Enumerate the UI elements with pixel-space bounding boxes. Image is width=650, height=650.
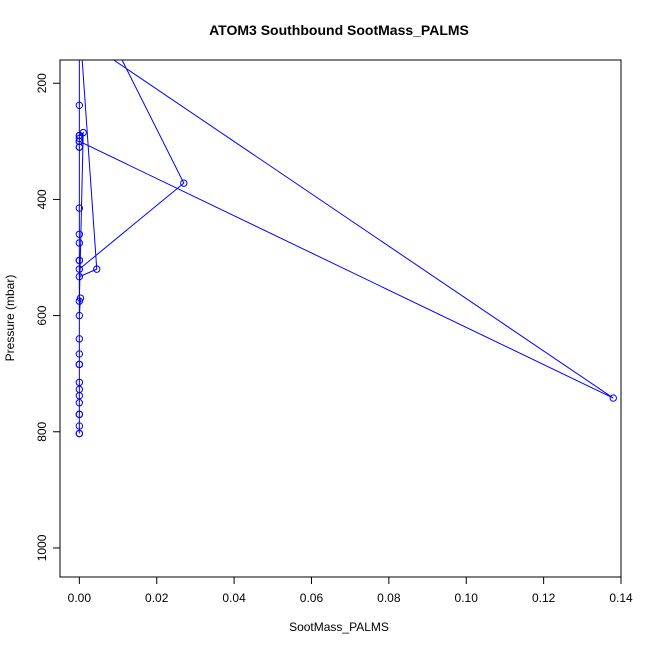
data-point — [75, 378, 84, 387]
series-layer — [75, 60, 617, 438]
x-tick-label: 0.00 — [68, 591, 92, 605]
data-point — [75, 230, 84, 238]
series-line — [78, 60, 614, 434]
data-point — [75, 360, 84, 369]
chart-title: ATOM3 Southbound SootMass_PALMS — [209, 22, 469, 38]
data-point — [180, 179, 188, 187]
y-tick-label: 1000 — [35, 534, 49, 561]
data-point — [75, 143, 84, 151]
x-tick-label: 0.08 — [377, 591, 401, 605]
x-tick-label: 0.06 — [300, 591, 324, 605]
y-axis: 200 400 600 800 1000 — [35, 73, 61, 561]
y-tick-label: 600 — [35, 305, 49, 325]
x-tick-label: 0.04 — [222, 591, 246, 605]
data-point — [75, 311, 84, 320]
data-point — [75, 350, 84, 358]
y-tick-label: 800 — [35, 421, 49, 441]
data-point — [75, 385, 84, 394]
data-point — [75, 272, 84, 281]
data-point — [75, 265, 84, 273]
data-point — [75, 131, 84, 140]
data-point — [609, 394, 617, 402]
x-axis-label: SootMass_PALMS — [289, 620, 389, 634]
x-axis: 0.00 0.02 0.04 0.06 0.08 0.10 0.12 0.14 — [68, 576, 633, 605]
data-point — [75, 239, 84, 247]
y-axis-label: Pressure (mbar) — [3, 275, 17, 362]
y-tick-label: 400 — [35, 189, 49, 209]
plot-frame — [59, 59, 622, 578]
data-point — [75, 422, 84, 430]
x-tick-label: 0.02 — [145, 591, 169, 605]
x-tick-label: 0.14 — [609, 591, 633, 605]
y-tick-label: 200 — [35, 73, 49, 93]
data-point — [75, 137, 84, 146]
data-point — [75, 101, 84, 110]
data-point — [93, 265, 101, 273]
data-point — [75, 335, 84, 343]
x-tick-label: 0.12 — [532, 591, 556, 605]
x-tick-label: 0.10 — [455, 591, 479, 605]
data-point — [75, 429, 84, 438]
data-point — [75, 256, 84, 265]
data-point — [75, 410, 84, 419]
data-point — [75, 204, 84, 212]
data-point — [75, 399, 84, 407]
data-point — [75, 134, 84, 143]
data-point — [75, 297, 84, 305]
